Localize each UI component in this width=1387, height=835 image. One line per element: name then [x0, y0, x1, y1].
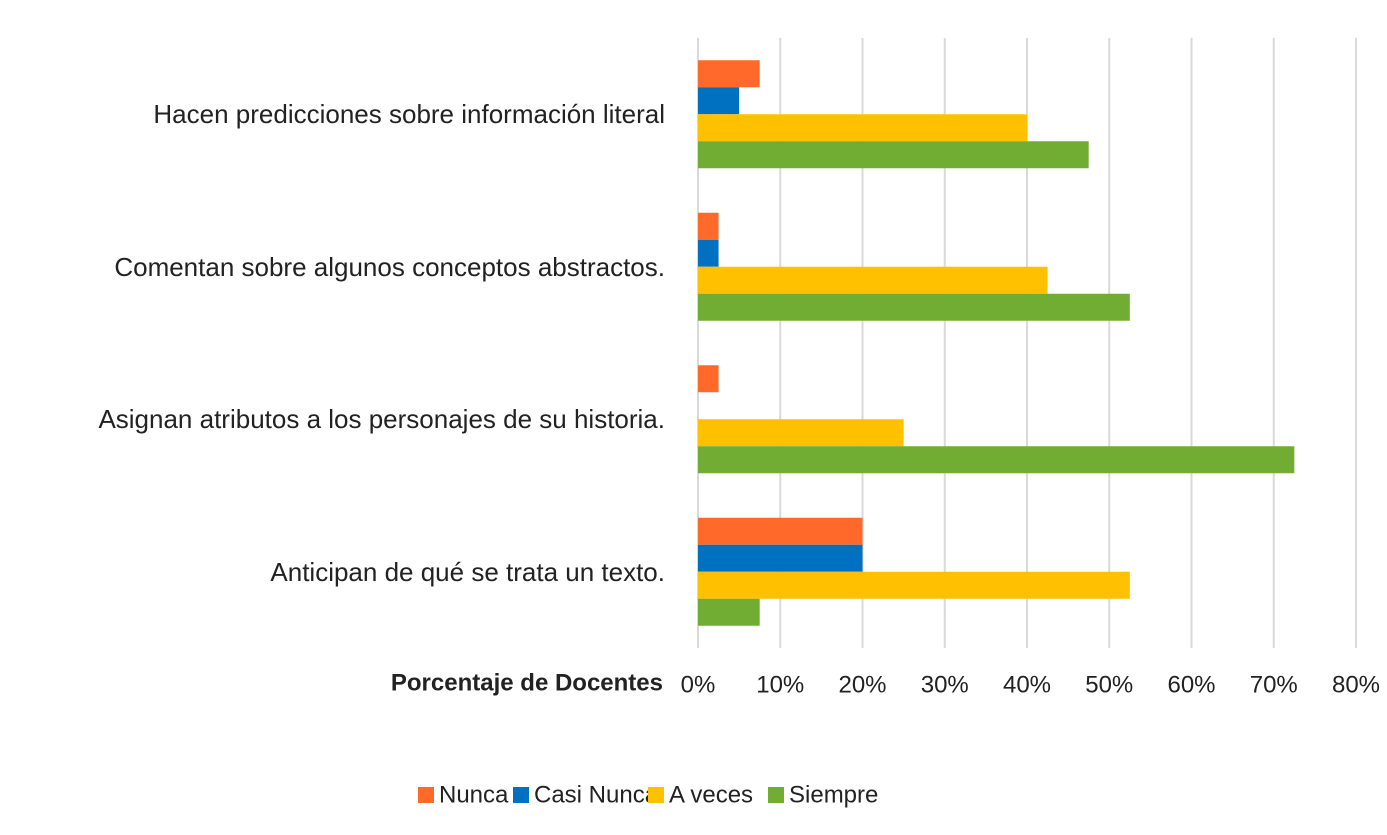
legend-swatch — [418, 787, 434, 803]
legend-swatch — [513, 787, 529, 803]
bar — [698, 517, 863, 545]
x-tick-label: 40% — [1003, 671, 1051, 698]
bar — [698, 544, 863, 572]
legend-item: A veces — [648, 781, 753, 808]
legend-label: Casi Nunca — [534, 781, 659, 808]
legend-swatch — [768, 787, 784, 803]
x-tick-label: 30% — [921, 671, 969, 698]
category-label-box: Asignan atributos a los personajes de su… — [15, 397, 665, 441]
bar — [698, 60, 760, 88]
x-tick-label: 20% — [838, 671, 886, 698]
legend-item: Nunca — [418, 781, 509, 808]
bar — [698, 293, 1130, 321]
legend-item: Siempre — [768, 781, 878, 808]
legend-swatch — [648, 787, 664, 803]
bar — [698, 141, 1089, 169]
bar — [698, 114, 1027, 142]
bar — [698, 446, 1295, 474]
x-tick-label: 60% — [1167, 671, 1215, 698]
x-tick-label: 0% — [681, 671, 716, 698]
x-tick-label: 80% — [1332, 671, 1380, 698]
legend-item: Casi Nunca — [513, 781, 659, 808]
category-label-box: Anticipan de qué se trata un texto. — [15, 550, 665, 594]
bar — [698, 212, 719, 240]
category-label-box: Hacen predicciones sobre información lit… — [15, 92, 665, 136]
bar — [698, 266, 1048, 294]
legend-label: Siempre — [789, 781, 878, 808]
x-tick-label: 10% — [756, 671, 804, 698]
x-tick-label: 70% — [1250, 671, 1298, 698]
y-tick-label: Anticipan de qué se trata un texto. — [270, 556, 665, 587]
bar — [698, 87, 740, 115]
bar — [698, 239, 719, 267]
bar — [698, 571, 1130, 599]
legend-label: Nunca — [439, 781, 509, 808]
bar — [698, 598, 760, 626]
y-tick-label: Hacen predicciones sobre información lit… — [153, 99, 665, 130]
bar — [698, 365, 719, 393]
x-axis-title: Porcentaje de Docentes — [391, 669, 663, 696]
legend-label: A veces — [669, 781, 753, 808]
y-tick-label: Comentan sobre algunos conceptos abstrac… — [114, 251, 665, 282]
category-label-box: Comentan sobre algunos conceptos abstrac… — [15, 245, 665, 289]
bar — [698, 419, 904, 447]
y-tick-label: Asignan atributos a los personajes de su… — [98, 404, 665, 435]
x-tick-label: 50% — [1085, 671, 1133, 698]
